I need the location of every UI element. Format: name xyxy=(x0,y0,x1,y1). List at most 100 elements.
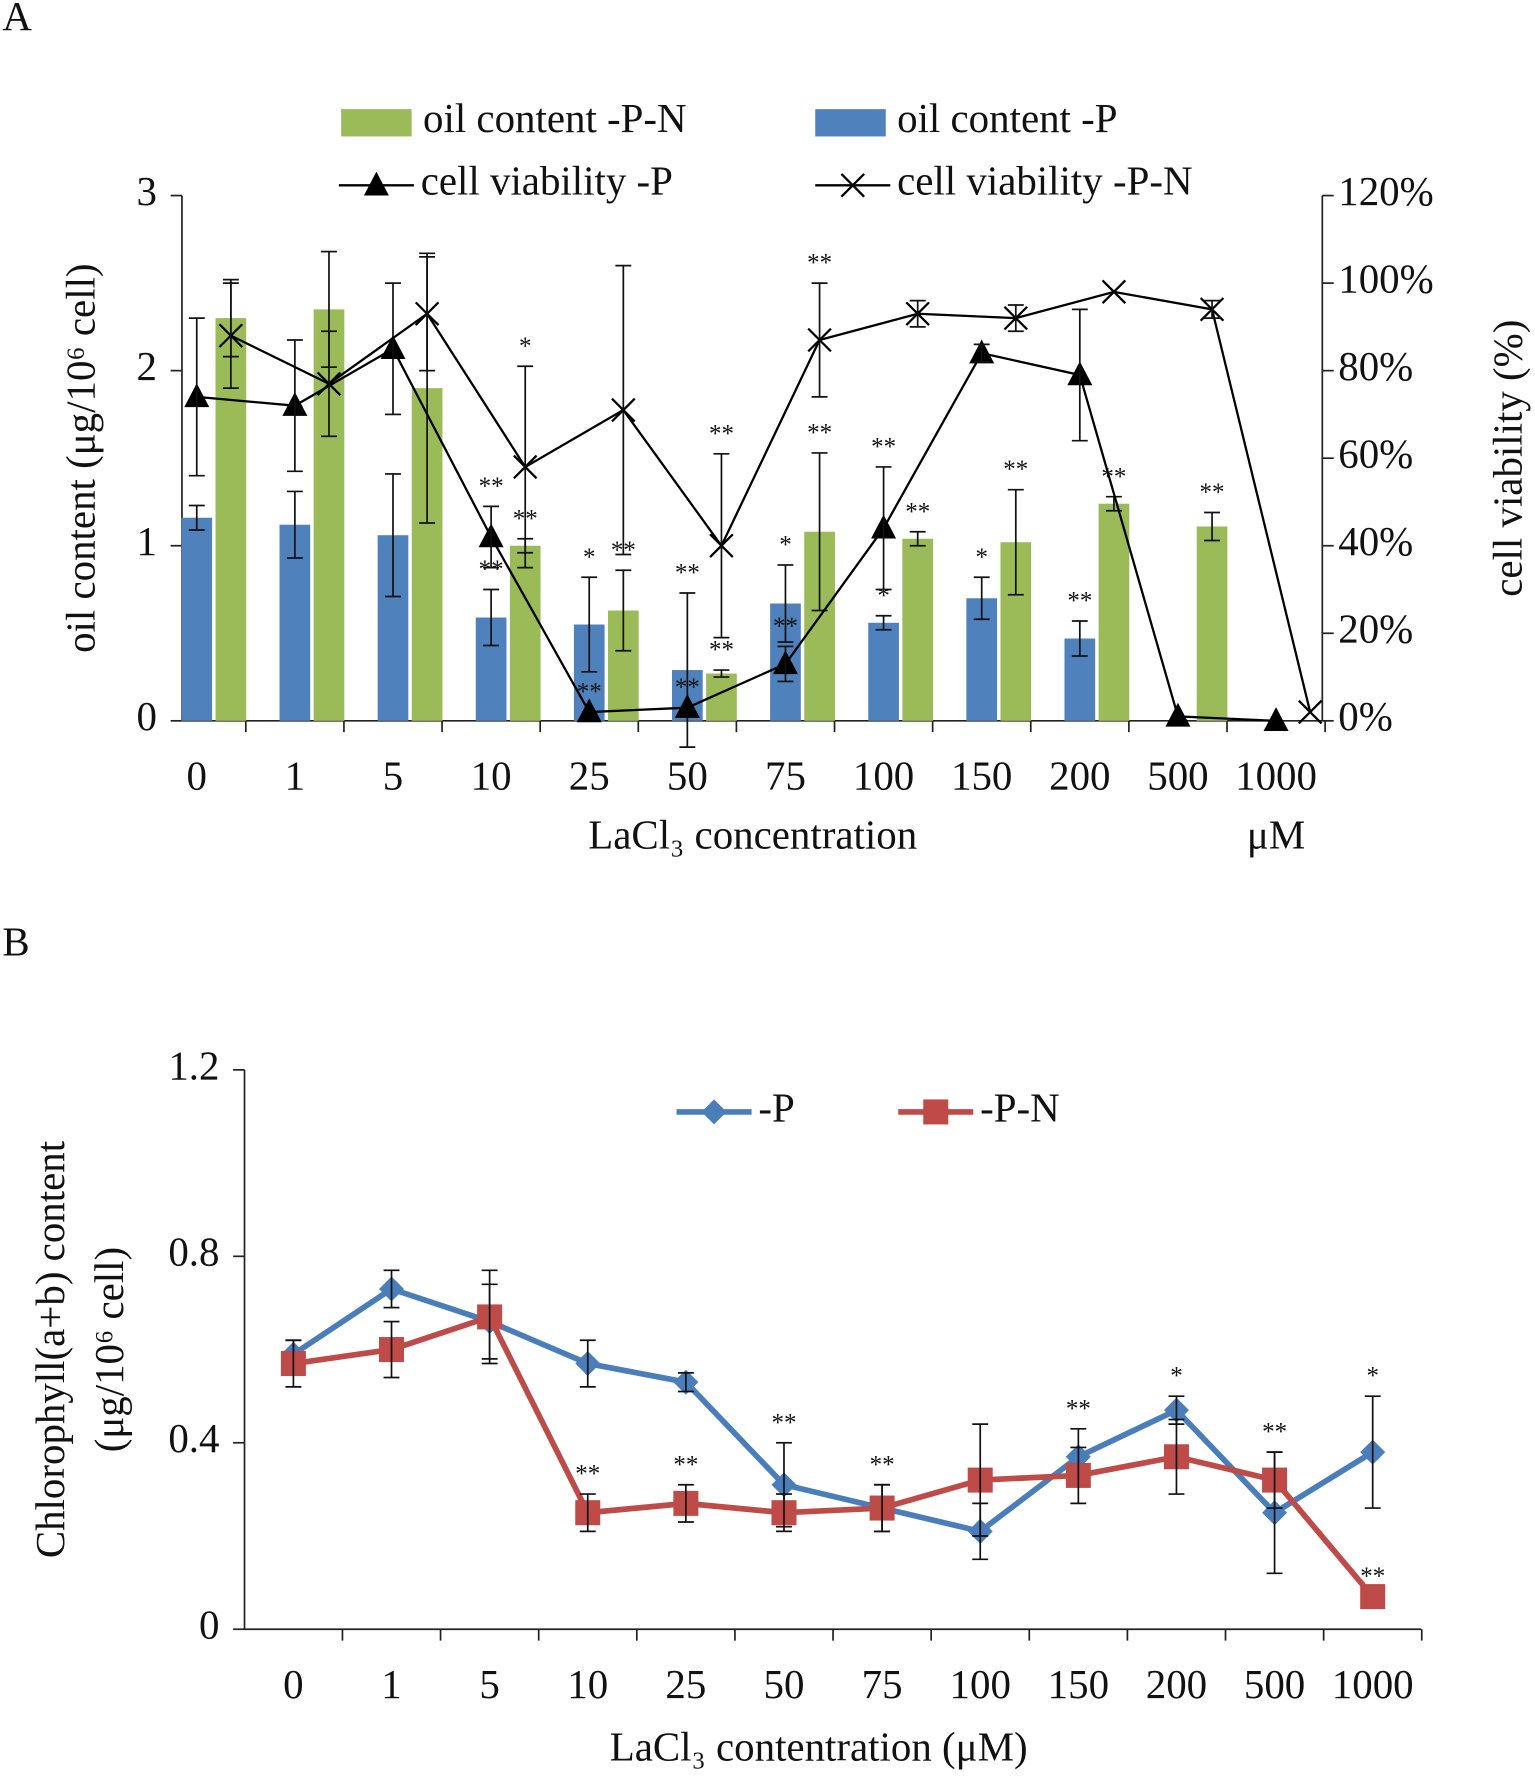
error-bar xyxy=(1007,488,1024,596)
x-tick-label: 200 xyxy=(1049,753,1110,798)
y-tick-label: 2 xyxy=(137,344,157,389)
x-tick-label: 200 xyxy=(1146,1662,1207,1707)
legend-label: oil content -P-N xyxy=(423,96,687,141)
y-tick-label: 1 xyxy=(137,519,157,564)
y2-tick-label: 100% xyxy=(1338,256,1433,301)
significance-label: ** xyxy=(709,420,734,447)
bar xyxy=(1098,503,1130,721)
x-tick-label: 0 xyxy=(283,1662,303,1707)
error-bar xyxy=(483,588,500,647)
significance-label: ** xyxy=(1360,1563,1385,1590)
y-axis-label: oil content (μg/10⁶ cell) xyxy=(59,263,104,652)
error-bar xyxy=(677,1372,694,1393)
legend-marker xyxy=(701,1099,727,1125)
error-bar xyxy=(679,592,696,748)
significance-label: ** xyxy=(479,473,504,500)
error-bar xyxy=(385,282,401,416)
x-tick-label: 10 xyxy=(471,753,512,798)
y2-tick-label: 80% xyxy=(1338,344,1413,389)
error-bar xyxy=(1364,1395,1381,1509)
significance-label: ** xyxy=(773,613,798,640)
error-bar xyxy=(1204,299,1221,319)
y2-tick-label: 120% xyxy=(1338,169,1433,214)
error-bar xyxy=(909,299,926,328)
y-tick-label: 0 xyxy=(199,1603,219,1648)
error-bar xyxy=(517,365,534,569)
significance-label: ** xyxy=(870,1451,895,1478)
significance-label: ** xyxy=(1066,1395,1091,1422)
error-bar xyxy=(875,614,892,631)
marker xyxy=(1360,1584,1386,1610)
x-tick-label: 10 xyxy=(567,1662,608,1707)
x-tick-label: 50 xyxy=(667,753,708,798)
marker xyxy=(1101,279,1127,305)
error-bar xyxy=(713,452,730,639)
bar xyxy=(902,538,934,721)
legend-label: -P-N xyxy=(980,1085,1060,1130)
error-bar xyxy=(383,1269,400,1309)
error-bar xyxy=(615,264,632,556)
error-bar xyxy=(875,466,892,591)
legend-label: cell viability -P xyxy=(421,159,673,204)
significance-label: ** xyxy=(1003,456,1028,483)
y-tick-label: 0.8 xyxy=(168,1230,219,1275)
error-bar xyxy=(972,1423,989,1537)
error-bar xyxy=(777,564,794,643)
significance-label: ** xyxy=(1067,588,1092,615)
x-tick-label: 1000 xyxy=(1332,1662,1414,1707)
legend-swatch xyxy=(341,109,412,137)
error-bar xyxy=(1071,620,1088,657)
x-tick-label: 100 xyxy=(950,1662,1011,1707)
legend-swatch xyxy=(815,109,886,137)
error-bar xyxy=(188,317,205,477)
significance-label: * xyxy=(1366,1363,1378,1390)
x-tick-label: 500 xyxy=(1244,1662,1305,1707)
error-bar xyxy=(777,645,794,683)
x-tick-label: 100 xyxy=(853,753,914,798)
y2-tick-label: 20% xyxy=(1338,607,1413,652)
error-bar xyxy=(321,330,337,438)
x-tick-label: 1 xyxy=(381,1662,401,1707)
y-axis-label: Chlorophyll(a+b) content xyxy=(28,1140,73,1558)
significance-label: * xyxy=(519,333,532,360)
x-tick-label: 25 xyxy=(665,1662,706,1707)
significance-label: ** xyxy=(675,674,700,701)
significance-label: ** xyxy=(905,498,930,525)
error-bar xyxy=(285,1339,302,1388)
error-bar xyxy=(1266,1451,1283,1509)
legend-marker xyxy=(840,173,865,198)
error-bar xyxy=(1168,1418,1185,1495)
marker xyxy=(1165,702,1191,727)
marker xyxy=(576,698,602,723)
error-bar xyxy=(909,530,926,547)
error-bar xyxy=(713,669,730,678)
error-bar xyxy=(188,504,205,531)
error-bar xyxy=(385,473,401,598)
marker xyxy=(1263,707,1289,732)
y-tick-label: 3 xyxy=(137,169,157,214)
significance-label: ** xyxy=(575,1461,600,1488)
significance-label: ** xyxy=(673,1451,698,1478)
significance-label: ** xyxy=(1200,479,1225,506)
panel-label: A xyxy=(2,0,32,39)
significance-label: ** xyxy=(709,637,734,664)
significance-label: ** xyxy=(1262,1419,1287,1446)
significance-label: ** xyxy=(807,250,832,277)
x-tick-label: 1000 xyxy=(1235,753,1317,798)
significance-label: ** xyxy=(807,419,832,446)
panel-label: B xyxy=(2,919,29,964)
y2-tick-label: 60% xyxy=(1338,432,1413,477)
error-bar xyxy=(874,1483,891,1533)
y-axis-label: (μg/10⁶ cell) xyxy=(87,1247,132,1452)
line xyxy=(196,347,1277,722)
y2-tick-label: 40% xyxy=(1338,519,1413,564)
x-tick-label: 25 xyxy=(569,753,610,798)
x-tick-label: 150 xyxy=(1048,1662,1109,1707)
significance-label: ** xyxy=(675,560,700,587)
legend-label: -P xyxy=(758,1085,794,1130)
marker xyxy=(1297,699,1323,725)
x-tick-label: 5 xyxy=(383,753,403,798)
y2-axis-label: cell viability (%) xyxy=(1486,320,1531,597)
y2-tick-label: 0% xyxy=(1338,694,1393,739)
